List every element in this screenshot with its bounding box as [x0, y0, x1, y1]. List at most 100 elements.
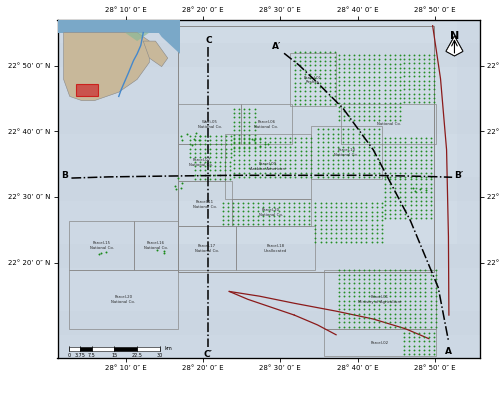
Point: [240, 114, 248, 120]
Point: [334, 112, 342, 119]
Point: [427, 161, 435, 167]
Point: [337, 221, 345, 228]
Point: [227, 146, 235, 152]
Point: [286, 174, 294, 180]
Point: [396, 207, 404, 213]
Point: [276, 135, 284, 141]
Point: [350, 65, 358, 71]
Point: [334, 104, 342, 110]
Point: [350, 324, 358, 330]
Point: [427, 198, 435, 204]
Point: [386, 280, 394, 287]
Point: [396, 74, 404, 80]
Point: [422, 156, 430, 163]
Point: [366, 302, 374, 308]
Point: [230, 127, 238, 133]
Point: [422, 324, 430, 330]
Point: [329, 169, 337, 176]
Point: [332, 230, 340, 236]
Point: [350, 293, 358, 299]
Point: [296, 97, 304, 103]
Point: [406, 267, 414, 274]
Point: [316, 200, 324, 206]
Point: [312, 204, 320, 211]
Point: [354, 156, 362, 163]
Point: [386, 156, 394, 163]
Point: [329, 165, 337, 171]
Point: [316, 71, 324, 77]
Point: [340, 174, 347, 180]
Point: [396, 104, 404, 110]
Point: [322, 226, 330, 232]
Point: [326, 213, 334, 219]
Point: [244, 204, 252, 210]
Point: [246, 114, 254, 120]
Point: [425, 334, 433, 340]
Point: [358, 204, 366, 211]
Point: [312, 209, 320, 215]
Point: [378, 204, 386, 211]
Point: [274, 208, 282, 215]
Point: [422, 276, 430, 282]
Point: [415, 99, 423, 105]
Point: [402, 198, 409, 204]
Point: [352, 234, 360, 241]
Point: [386, 52, 394, 58]
Point: [334, 135, 342, 141]
Point: [316, 84, 324, 90]
Point: [432, 306, 440, 312]
Point: [360, 56, 368, 63]
Point: [295, 217, 303, 223]
Point: [296, 169, 304, 176]
Point: [229, 221, 237, 227]
Point: [334, 289, 342, 295]
Point: [386, 99, 394, 106]
Point: [400, 99, 407, 105]
Point: [386, 104, 394, 110]
Point: [202, 137, 209, 143]
Point: [230, 135, 238, 141]
Point: [381, 148, 389, 154]
Point: [350, 56, 358, 63]
Point: [292, 148, 300, 154]
Point: [432, 289, 440, 295]
Point: [190, 163, 198, 169]
Point: [381, 165, 389, 171]
Point: [342, 239, 350, 245]
Point: [417, 198, 425, 204]
Point: [386, 293, 394, 299]
Point: [290, 62, 298, 69]
Point: [406, 176, 414, 183]
Point: [358, 221, 366, 228]
Point: [368, 209, 376, 215]
Point: [246, 145, 254, 151]
Point: [404, 99, 412, 105]
Point: [290, 101, 298, 107]
Point: [261, 165, 269, 171]
Point: [222, 137, 230, 143]
Point: [386, 86, 394, 93]
Point: [350, 135, 358, 141]
Point: [368, 234, 376, 241]
Point: [410, 73, 418, 80]
Text: C: C: [205, 36, 212, 45]
Point: [326, 71, 334, 77]
Point: [396, 280, 404, 287]
Point: [350, 276, 358, 282]
Point: [300, 75, 308, 82]
Point: [376, 306, 384, 312]
Point: [420, 60, 428, 67]
Point: [312, 234, 320, 241]
Point: [370, 78, 378, 84]
Point: [334, 315, 342, 321]
Point: [260, 213, 268, 219]
Point: [340, 65, 347, 71]
Point: [370, 139, 378, 146]
Point: [370, 148, 378, 154]
Point: [366, 65, 374, 71]
Point: [415, 90, 423, 97]
Point: [326, 234, 334, 241]
Point: [380, 56, 388, 63]
Point: [360, 65, 368, 71]
Point: [311, 49, 319, 55]
